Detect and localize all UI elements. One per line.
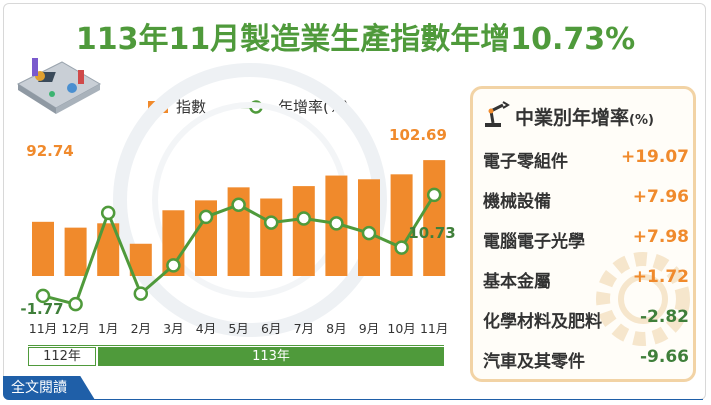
x-tick-label-12: 11月 <box>420 321 448 336</box>
rate-point-4 <box>166 258 181 273</box>
legend-bar-label: 指數 <box>176 98 207 116</box>
year-label-113: 113年 <box>98 347 444 366</box>
industry-name: 電腦電子光學 <box>483 232 585 252</box>
x-tick-label-4: 3月 <box>163 321 183 336</box>
read-more-link[interactable]: 全文閱讀 <box>3 376 95 400</box>
x-tick-label-2: 1月 <box>98 321 118 336</box>
industry-name: 基本金屬 <box>483 272 551 292</box>
industry-name: 化學材料及肥料 <box>483 312 602 332</box>
x-tick-label-3: 2月 <box>131 321 151 336</box>
x-tick-label-6: 5月 <box>228 321 248 336</box>
rate-point-10 <box>361 225 377 241</box>
gear-icon <box>596 252 690 346</box>
rate-point-2 <box>100 205 116 221</box>
industry-growth-value: +7.96 <box>632 187 689 207</box>
data-label-s1-12: 10.73 <box>408 224 455 242</box>
industry-row: 機械設備 +7.96 <box>483 187 689 213</box>
rate-point-9 <box>329 216 344 231</box>
industry-name: 機械設備 <box>483 192 551 212</box>
rate-point-1 <box>68 296 83 312</box>
x-tick-label-5: 4月 <box>196 321 216 336</box>
bar-0 <box>32 221 54 276</box>
year-strip-line <box>28 345 444 346</box>
panel-title: 中業別年增率(%) <box>515 103 654 130</box>
x-tick-label-10: 9月 <box>359 321 379 336</box>
data-label-s0-12: 102.69 <box>389 126 447 144</box>
rate-point-11 <box>394 240 409 255</box>
rate-point-12 <box>426 187 442 203</box>
rate-point-0 <box>35 288 51 304</box>
industry-row: 化學材料及肥料 -2.82 <box>483 307 689 333</box>
bar-1 <box>64 227 87 276</box>
bar-8 <box>292 186 315 276</box>
industry-name: 電子零組件 <box>483 152 568 172</box>
footer-line <box>88 399 703 400</box>
rate-point-5 <box>198 209 214 225</box>
industry-name: 汽車及其零件 <box>483 352 585 372</box>
industry-growth-value: +7.98 <box>632 227 689 247</box>
x-tick-label-9: 8月 <box>326 321 346 336</box>
industry-growth-value: +19.07 <box>620 147 689 167</box>
industry-row: 電腦電子光學 +7.98 <box>483 227 689 253</box>
bar-7 <box>260 198 283 276</box>
year-label-112: 112年 <box>28 347 96 366</box>
industry-row: 汽車及其零件 -9.66 <box>483 347 689 373</box>
circuit-board-icon <box>16 58 102 114</box>
industry-row: 電子零組件 +19.07 <box>483 147 689 173</box>
industry-growth-value: +1.72 <box>632 267 689 287</box>
x-tick-label-11: 10月 <box>387 321 415 336</box>
rate-point-8 <box>296 211 312 226</box>
rate-point-7 <box>263 215 279 230</box>
x-tick-label-8: 7月 <box>294 321 314 336</box>
bar-12 <box>423 160 446 276</box>
x-tick-label-0: 11月 <box>29 321 57 336</box>
panel-title-unit: (%) <box>629 113 654 128</box>
bar-3 <box>129 243 152 276</box>
industry-row: 基本金屬 +1.72 <box>483 267 689 293</box>
robot-arm-icon <box>485 101 510 127</box>
rate-point-6 <box>231 197 246 213</box>
rate-point-3 <box>133 286 149 301</box>
bar-2 <box>97 223 120 276</box>
panel-title-text: 中業別年增率 <box>515 107 630 129</box>
data-label-s0-0: 92.74 <box>26 142 73 160</box>
industry-growth-panel: 中業別年增率(%) 電子零組件 +19.07 機械設備 +7.96 電腦電子光學 +7.9… <box>470 86 696 382</box>
x-tick-label-1: 12月 <box>61 321 89 336</box>
industry-growth-value: -2.82 <box>640 307 689 327</box>
page-title: 113年11月製造業生產指數年增10.73% <box>75 22 636 57</box>
x-tick-label-7: 6月 <box>261 321 281 336</box>
data-label-s1-0: -1.77 <box>20 300 63 318</box>
industry-growth-value: -9.66 <box>640 347 689 367</box>
